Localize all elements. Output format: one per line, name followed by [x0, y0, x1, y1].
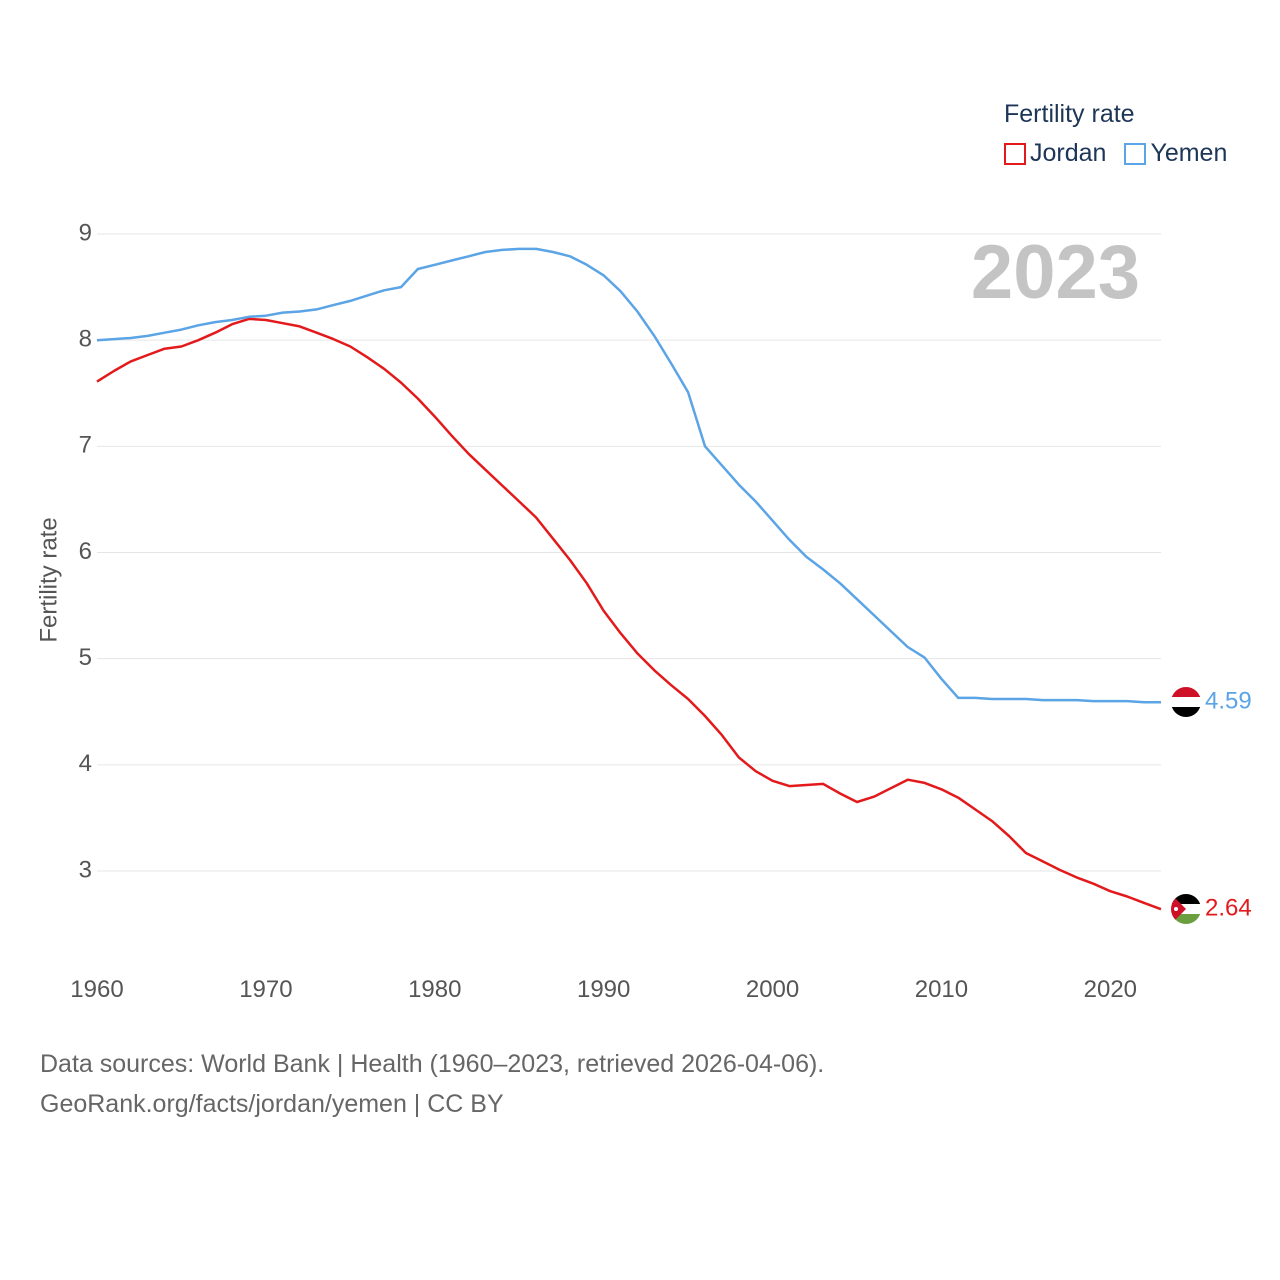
source-link-text[interactable]: GeoRank.org/facts/jordan/yemen | CC BY	[40, 1090, 504, 1118]
gridlines	[97, 233, 1161, 872]
jordan-flag-icon	[1171, 894, 1201, 924]
x-tick-label: 2020	[1084, 976, 1137, 1003]
legend-swatch-yemen	[1124, 142, 1147, 165]
y-tick-label: 8	[79, 326, 92, 353]
y-tick-label: 6	[79, 538, 92, 565]
legend-item-yemen[interactable]: Yemen	[1124, 139, 1227, 168]
y-tick-label: 4	[79, 750, 92, 777]
x-tick-label: 1960	[70, 976, 123, 1003]
legend: Fertility rate Jordan Yemen	[1004, 100, 1227, 168]
x-tick-label: 2010	[915, 976, 968, 1003]
y-axis-title: Fertility rate	[35, 517, 62, 642]
end-value-label-jordan: 2.64	[1205, 895, 1252, 922]
legend-item-jordan[interactable]: Jordan	[1004, 139, 1106, 168]
end-value-label-yemen: 4.59	[1205, 688, 1252, 715]
series-lines	[96, 247, 1162, 911]
x-tick-label: 1970	[239, 976, 292, 1003]
y-tick-label: 7	[79, 432, 92, 459]
y-axis-ticks: 3 4 5 6 7 8 9	[79, 219, 92, 883]
y-tick-label: 5	[79, 644, 92, 671]
legend-label-yemen: Yemen	[1150, 139, 1228, 167]
y-tick-label: 9	[79, 219, 92, 246]
legend-label-jordan: Jordan	[1030, 139, 1107, 167]
series-line-jordan	[96, 317, 1162, 911]
series-line-yemen	[96, 247, 1161, 704]
x-tick-label: 2000	[746, 976, 799, 1003]
legend-title: Fertility rate	[1004, 100, 1135, 128]
current-year-label: 2023	[971, 230, 1140, 315]
end-value-labels: 2.64 4.59	[1205, 688, 1252, 922]
footer: Data sources: World Bank | Health (1960–…	[40, 1044, 824, 1124]
y-tick-label: 3	[79, 856, 92, 883]
legend-swatch-jordan	[1004, 142, 1026, 165]
yemen-flag-icon	[1171, 687, 1201, 717]
x-axis-ticks: 1960 1970 1980 1990 2000 2010 2020	[70, 976, 1137, 1003]
x-tick-label: 1990	[577, 976, 630, 1003]
x-tick-label: 1980	[408, 976, 461, 1003]
data-sources-text: Data sources: World Bank | Health (1960–…	[40, 1050, 825, 1078]
